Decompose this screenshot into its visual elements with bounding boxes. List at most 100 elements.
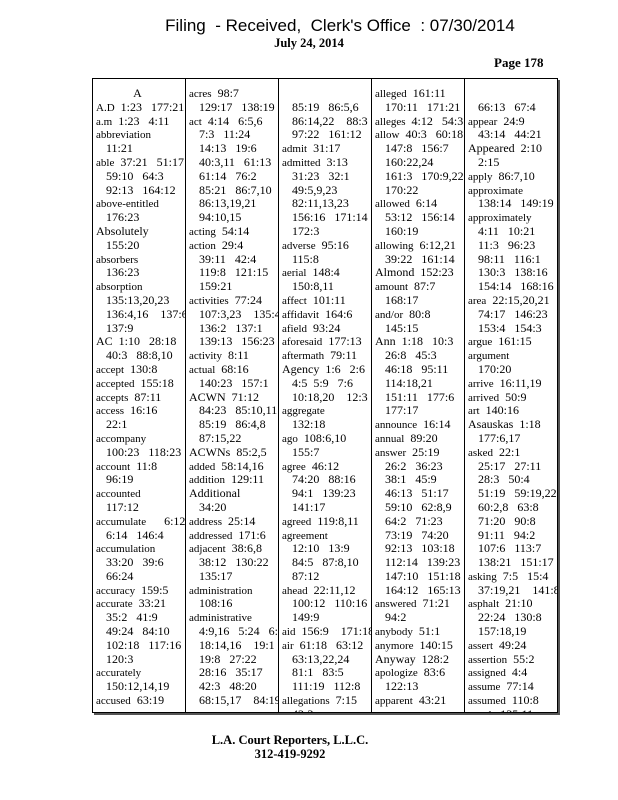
entry-line: alleged 161:11	[375, 86, 464, 101]
entry-continuation: 136:2 137:1	[189, 321, 278, 336]
index-entry: accept 130:8	[96, 362, 185, 377]
index-entry: answer 25:19 26:2 36:23 38:1 45:9 46:13 51:1…	[375, 444, 464, 598]
index-term: annual	[375, 432, 405, 445]
page-line-refs: 130:3 138:16	[478, 265, 548, 280]
page-line-refs: 177:17	[385, 403, 419, 418]
index-entry: activity 8:11	[189, 348, 278, 363]
index-entry: A.D 1:23 177:21	[96, 100, 185, 115]
page-line-refs: 19:8 27:22	[199, 651, 257, 666]
page-line-refs: 26:2 36:23	[385, 458, 443, 473]
index-entry: accepts 87:11	[96, 390, 185, 405]
index-entry: allegations 7:15 42:3	[282, 693, 371, 712]
index-entry: accumulation 33:20 39:6 66:24	[96, 542, 185, 583]
entry-continuation: 139:13 156:23	[189, 334, 278, 349]
entry-line: apply 86:7,10	[468, 169, 557, 184]
entry-line: anymore 140:15	[375, 638, 464, 653]
entry-continuation: 100:12 110:16	[282, 597, 371, 611]
page-line-refs: 164:12 165:13	[385, 582, 461, 597]
entry-line: allow 40:3 60:18	[375, 127, 464, 142]
entry-continuation: 117:12	[96, 499, 185, 515]
index-term: accuracy	[96, 584, 136, 597]
page-line-refs: 117:12	[106, 499, 139, 514]
page-line-refs: 172:3	[292, 223, 320, 238]
index-entry: Additional 34:20	[189, 486, 278, 515]
index-term: anybody	[375, 626, 413, 639]
entry-line: argument	[468, 349, 557, 363]
entry-line: aerial 148:4	[282, 265, 371, 280]
page-line-refs: 147:10 151:18	[385, 568, 461, 583]
index-term: Additional	[189, 486, 241, 501]
entry-line	[468, 87, 557, 101]
page-line-refs: 18:14,16 19:1	[199, 637, 275, 652]
entry-continuation: 60:2,8 63:8	[468, 500, 557, 515]
page-line-refs: 149:9	[292, 610, 320, 625]
index-term: administrative	[189, 612, 252, 625]
entry-line: answered 71:21	[375, 597, 464, 611]
index-term: apply	[468, 170, 493, 183]
page-line-refs: 156:16 171:14	[292, 210, 368, 225]
page-line-refs: 170:22	[385, 182, 419, 197]
index-term: activity	[189, 350, 222, 363]
index-entry: agree 46:12 74:20 88:16 94:1 139:23 141:17	[282, 459, 371, 515]
transcript-date: July 24, 2014	[274, 36, 344, 50]
page-line-refs: 39:22 161:14	[385, 251, 455, 266]
index-entry: afield 93:24	[282, 321, 371, 336]
page-line-refs: 61:18 63:12	[299, 637, 364, 652]
entry-line: abbreviation	[96, 128, 185, 142]
page-line-refs: 150:12,14,19	[106, 679, 170, 694]
page-line-refs: 155:18	[140, 375, 174, 390]
page-line-refs: 92:13 164:12	[106, 182, 176, 197]
index-term: accurate	[96, 598, 133, 611]
index-term: agreement	[282, 529, 328, 542]
index-term: apologize	[375, 667, 418, 680]
entry-line: arrived 50:9	[468, 390, 557, 405]
index-term: amount	[375, 281, 408, 294]
page-line-refs: 25:19	[412, 444, 440, 459]
index-entry: Almond 152:23	[375, 265, 464, 280]
page-line-refs: 35:2 41:9	[106, 610, 158, 625]
page-line-refs: 55:2	[513, 651, 535, 666]
index-entry: account 11:8 96:19	[96, 459, 185, 488]
page-line-refs: 150:8,11	[292, 279, 334, 294]
page-line-refs: 91:11 94:2	[478, 527, 536, 542]
entry-continuation: 119:8 121:15	[189, 265, 278, 280]
entry-line: ahead 22:11,12	[282, 583, 371, 598]
entry-continuation: 38:1 45:9	[375, 472, 464, 487]
index-entry: accurate 33:21 35:2 41:9 49:24 84:10 102:18 …	[96, 597, 185, 666]
page-line-refs: 6:14 146:4	[106, 527, 164, 542]
entry-line: Ann 1:18 10:3	[375, 334, 464, 349]
index-term: art	[468, 405, 480, 418]
index-entry: argue 161:15	[468, 334, 557, 349]
index-entry: above-entitled 176:23	[96, 197, 185, 225]
entry-line: ACWN 71:12	[189, 390, 278, 405]
entry-continuation: 102:18 117:16	[96, 638, 185, 653]
entry-line: asphalt 21:10	[468, 597, 557, 611]
index-entry: aid 156:9 171:18	[282, 624, 371, 639]
entry-continuation: 46:13 51:17	[375, 486, 464, 501]
page-line-refs: 7:15	[335, 693, 357, 708]
index-term: accumulation	[96, 543, 156, 556]
index-term: actual	[189, 363, 216, 376]
entry-line: aid 156:9 171:18	[282, 624, 371, 639]
index-term: absorbers	[96, 253, 139, 266]
page-line-refs: 63:19	[136, 693, 165, 708]
entry-continuation: 22:1	[96, 417, 185, 432]
index-entry: amount 87:7 168:17	[375, 279, 464, 308]
entry-continuation: 64:2 71:23	[375, 514, 464, 529]
index-term: agreed	[282, 515, 312, 528]
index-term: accounted	[96, 488, 141, 501]
page-line-refs: 29:4	[221, 237, 244, 252]
entry-line: above-entitled	[96, 197, 185, 211]
entry-continuation: 39:11 42:4	[189, 252, 278, 267]
index-entry: ACWN 71:12 84:23 85:10,11 85:19 86:4,8 87:15…	[189, 390, 278, 446]
page-line-refs: 46:13 51:17	[385, 486, 449, 501]
index-term: ACWNs	[189, 444, 231, 459]
page-line-refs: 6:14	[415, 196, 438, 211]
entry-line: assert 49:24	[468, 638, 557, 653]
entry-continuation: 96:19	[96, 472, 185, 487]
entry-continuation: 107:3,23 135:4	[189, 307, 278, 322]
entry-continuation: 87:15,22	[189, 431, 278, 446]
page-line-refs: 137:9	[106, 320, 134, 335]
entry-continuation: 114:18,21	[375, 376, 464, 391]
entry-continuation: 94:2	[375, 610, 464, 625]
